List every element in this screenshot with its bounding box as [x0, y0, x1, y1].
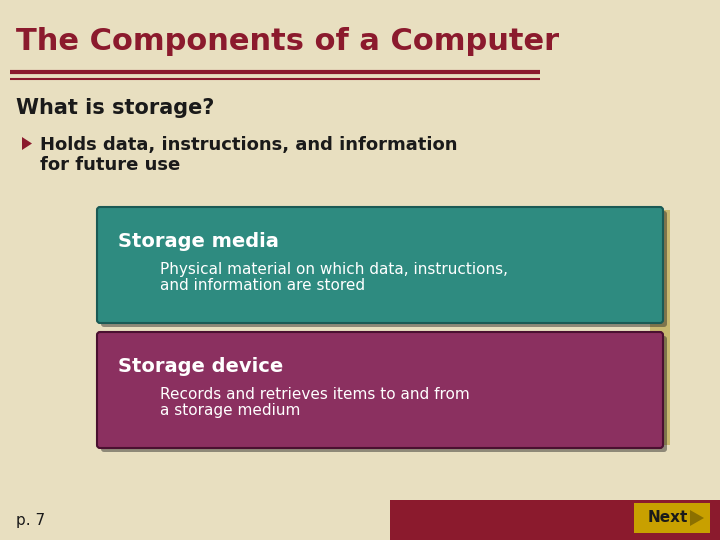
Text: What is storage?: What is storage? [16, 98, 215, 118]
Text: Physical material on which data, instructions,: Physical material on which data, instruc… [160, 262, 508, 277]
Text: The Components of a Computer: The Components of a Computer [16, 28, 559, 57]
Text: Storage device: Storage device [118, 357, 283, 376]
Text: Records and retrieves items to and from: Records and retrieves items to and from [160, 387, 469, 402]
Bar [650, 210, 670, 445]
FancyBboxPatch shape [97, 332, 663, 448]
Text: for future use: for future use [40, 156, 180, 174]
Polygon shape [22, 137, 32, 150]
Text: Next: Next [648, 510, 688, 525]
Text: Storage media: Storage media [118, 232, 279, 251]
FancyBboxPatch shape [101, 336, 667, 452]
Polygon shape [690, 510, 704, 526]
Text: Holds data, instructions, and information: Holds data, instructions, and informatio… [40, 136, 457, 154]
Text: a storage medium: a storage medium [160, 403, 300, 418]
FancyBboxPatch shape [101, 211, 667, 327]
FancyBboxPatch shape [97, 207, 663, 323]
Text: p. 7: p. 7 [16, 512, 45, 528]
Bar [390, 500, 720, 540]
Bar [634, 503, 710, 533]
Text: and information are stored: and information are stored [160, 278, 365, 293]
